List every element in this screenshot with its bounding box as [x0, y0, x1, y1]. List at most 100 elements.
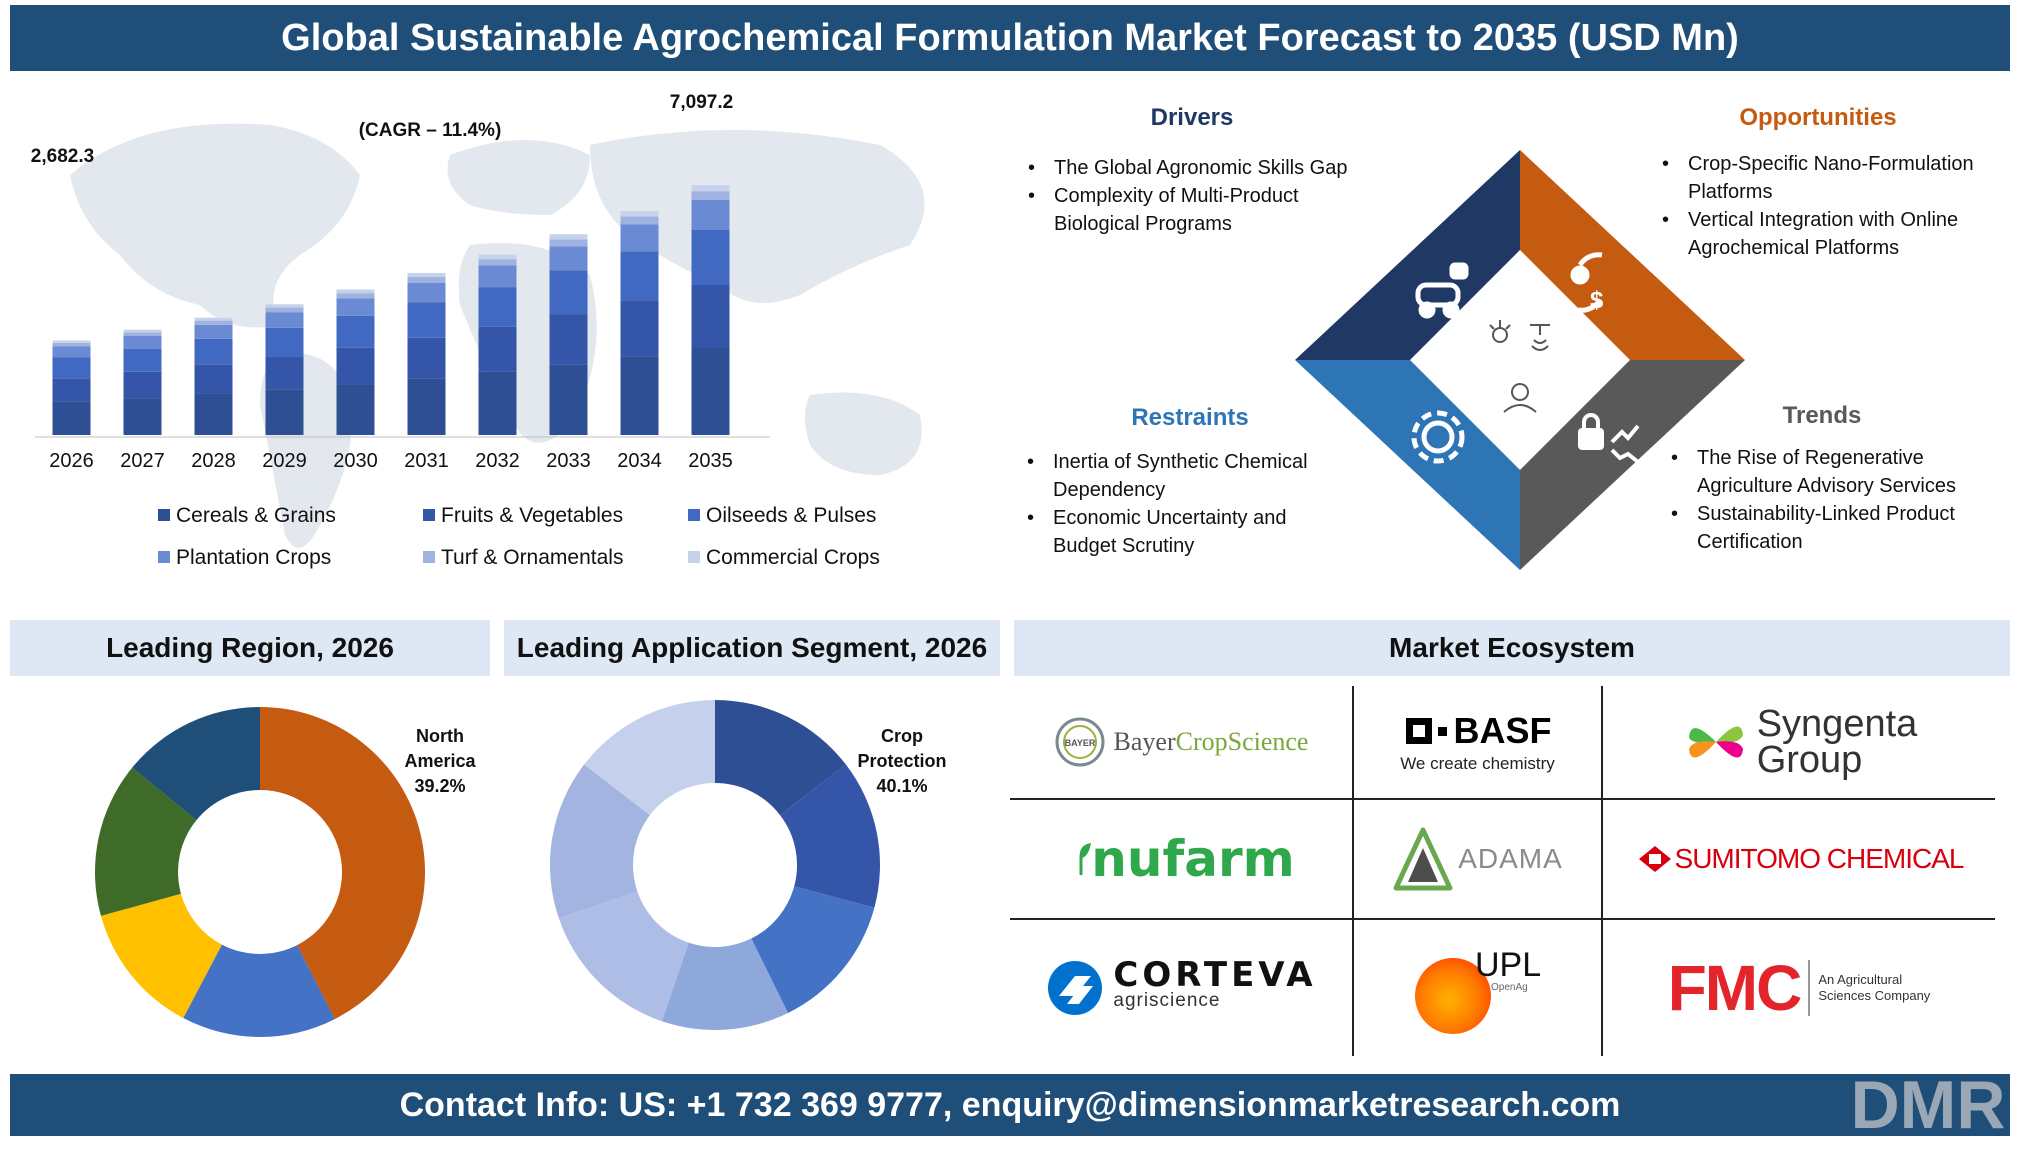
legend-label: Commercial Crops	[706, 546, 880, 569]
legend-label: Oilseeds & Pulses	[706, 504, 876, 527]
drivers-item: The Global Agronomic Skills Gap	[1024, 154, 1354, 182]
page-title: Global Sustainable Agrochemical Formulat…	[10, 5, 2010, 71]
opportunities-item: Vertical Integration with Online Agroche…	[1658, 206, 1998, 262]
basf-name: BASF	[1453, 710, 1552, 751]
bar-segment	[336, 384, 375, 435]
virus-gear-icon	[1411, 410, 1465, 464]
cagr-annotation: (CAGR – 11.4%)	[359, 120, 502, 141]
donut-label: America	[404, 751, 476, 771]
restraints-list: Inertia of Synthetic Chemical Dependency…	[1023, 448, 1353, 560]
bar-segment	[407, 282, 446, 303]
bar-segment	[52, 346, 91, 358]
x-tick-label: 2033	[546, 450, 591, 472]
corteva-name: CORTEVA	[1113, 955, 1317, 995]
legend-label: Plantation Crops	[176, 546, 331, 569]
fmc-tagline-1: An Agricultural	[1818, 972, 1903, 987]
bar-segment	[52, 342, 91, 347]
region-donut-chart: North America 39.2%	[95, 707, 477, 1037]
bar-segment	[478, 254, 517, 260]
bar-segment	[336, 293, 375, 299]
legend-item: Turf & Ornamentals	[423, 546, 623, 569]
legend-item: Oilseeds & Pulses	[688, 504, 876, 527]
bar-segment	[478, 265, 517, 288]
bar-segment	[194, 324, 233, 339]
trends-item: The Rise of Regenerative Agriculture Adv…	[1667, 444, 1987, 500]
bar-segment	[123, 332, 162, 336]
drivers-title: Drivers	[1150, 104, 1234, 131]
basf-square-icon	[1405, 718, 1447, 744]
bar-segment	[691, 200, 730, 230]
legend-label: Cereals & Grains	[176, 504, 336, 527]
dmr-logo: DMR	[1851, 1068, 2006, 1140]
bar-segment	[265, 312, 304, 328]
legend-item: Commercial Crops	[688, 546, 880, 569]
corteva-sub: agriscience	[1113, 990, 1221, 1011]
svg-text:DMR: DMR	[1851, 1068, 2006, 1140]
data-label-first: 2,682.3	[31, 146, 94, 167]
donut-slice	[558, 891, 689, 1022]
lock-chart-icon	[1578, 413, 1640, 464]
legend-swatch	[688, 509, 700, 521]
svg-text:$: $	[1590, 287, 1604, 314]
money-cycle-icon: $	[1570, 252, 1604, 314]
nufarm-logo: nufarm	[1010, 800, 1352, 918]
basf-logo: BASF We create chemistry	[1354, 686, 1601, 798]
opportunities-list: Crop-Specific Nano-Formulation Platforms…	[1658, 150, 1998, 262]
bar-segment	[194, 338, 233, 365]
bar-segment	[123, 371, 162, 399]
nufarm-leaf-icon	[1079, 842, 1092, 875]
bar-segment	[549, 239, 588, 247]
x-tick-label: 2034	[617, 450, 662, 472]
legend-swatch	[423, 509, 435, 521]
bar-segment	[123, 329, 162, 333]
fmc-tagline-2: Sciences Company	[1818, 988, 1931, 1003]
bar-segment	[336, 289, 375, 294]
bar-segment	[336, 298, 375, 316]
basf-tagline: We create chemistry	[1400, 754, 1555, 773]
corteva-mark-icon	[1048, 961, 1103, 1015]
person-idea-icon	[1489, 320, 1550, 413]
bar-segment	[336, 315, 375, 348]
donut-slice	[715, 700, 846, 816]
bar-segment	[336, 347, 375, 385]
donut-slice	[584, 700, 715, 816]
market-dynamics-diamond: $	[1295, 150, 1745, 570]
bar-segment	[549, 364, 588, 435]
donut-slice	[132, 707, 260, 821]
bar-segment	[691, 230, 730, 285]
bar-segment	[549, 314, 588, 365]
bar-segment	[265, 307, 304, 313]
bar-segment	[194, 364, 233, 394]
donut-label: Protection	[857, 751, 946, 771]
drivers-list: The Global Agronomic Skills Gap Complexi…	[1024, 154, 1354, 238]
bar-segment	[691, 191, 730, 200]
x-tick-label: 2035	[688, 450, 733, 472]
diamond-center	[1410, 250, 1630, 470]
opportunities-item: Crop-Specific Nano-Formulation Platforms	[1658, 150, 1998, 206]
drivers-item: Complexity of Multi-Product Biological P…	[1024, 182, 1354, 238]
syngenta-line2: Group	[1756, 739, 1863, 781]
legend-swatch	[688, 551, 700, 563]
bar-segment	[52, 340, 91, 343]
x-tick-label: 2030	[333, 450, 378, 472]
syngenta-logo: Syngenta Group	[1603, 686, 1995, 798]
bar-segment	[478, 326, 517, 372]
market-forecast-chart: 2026 2027 2028 2029 2030 2031 2032 2033 2034 2035…	[31, 92, 880, 569]
bar-segment	[123, 398, 162, 435]
bar-segment	[407, 272, 446, 278]
bar-segment	[407, 337, 446, 379]
bar-segment	[620, 210, 659, 217]
x-tick-label: 2031	[404, 450, 449, 472]
bar-segment	[123, 335, 162, 349]
bar-segment	[549, 234, 588, 240]
bar-segment	[52, 378, 91, 402]
donut-slice	[550, 764, 650, 919]
sumitomo-mark-icon	[1638, 846, 1671, 872]
opportunities-title: Opportunities	[1739, 104, 1897, 131]
donut-slice	[260, 707, 425, 1020]
donut-slice	[183, 944, 335, 1037]
corteva-logo: CORTEVA agriscience	[1010, 920, 1352, 1056]
bar-segment	[691, 185, 730, 192]
bar-segment	[407, 378, 446, 435]
adama-mark-icon	[1393, 827, 1453, 891]
